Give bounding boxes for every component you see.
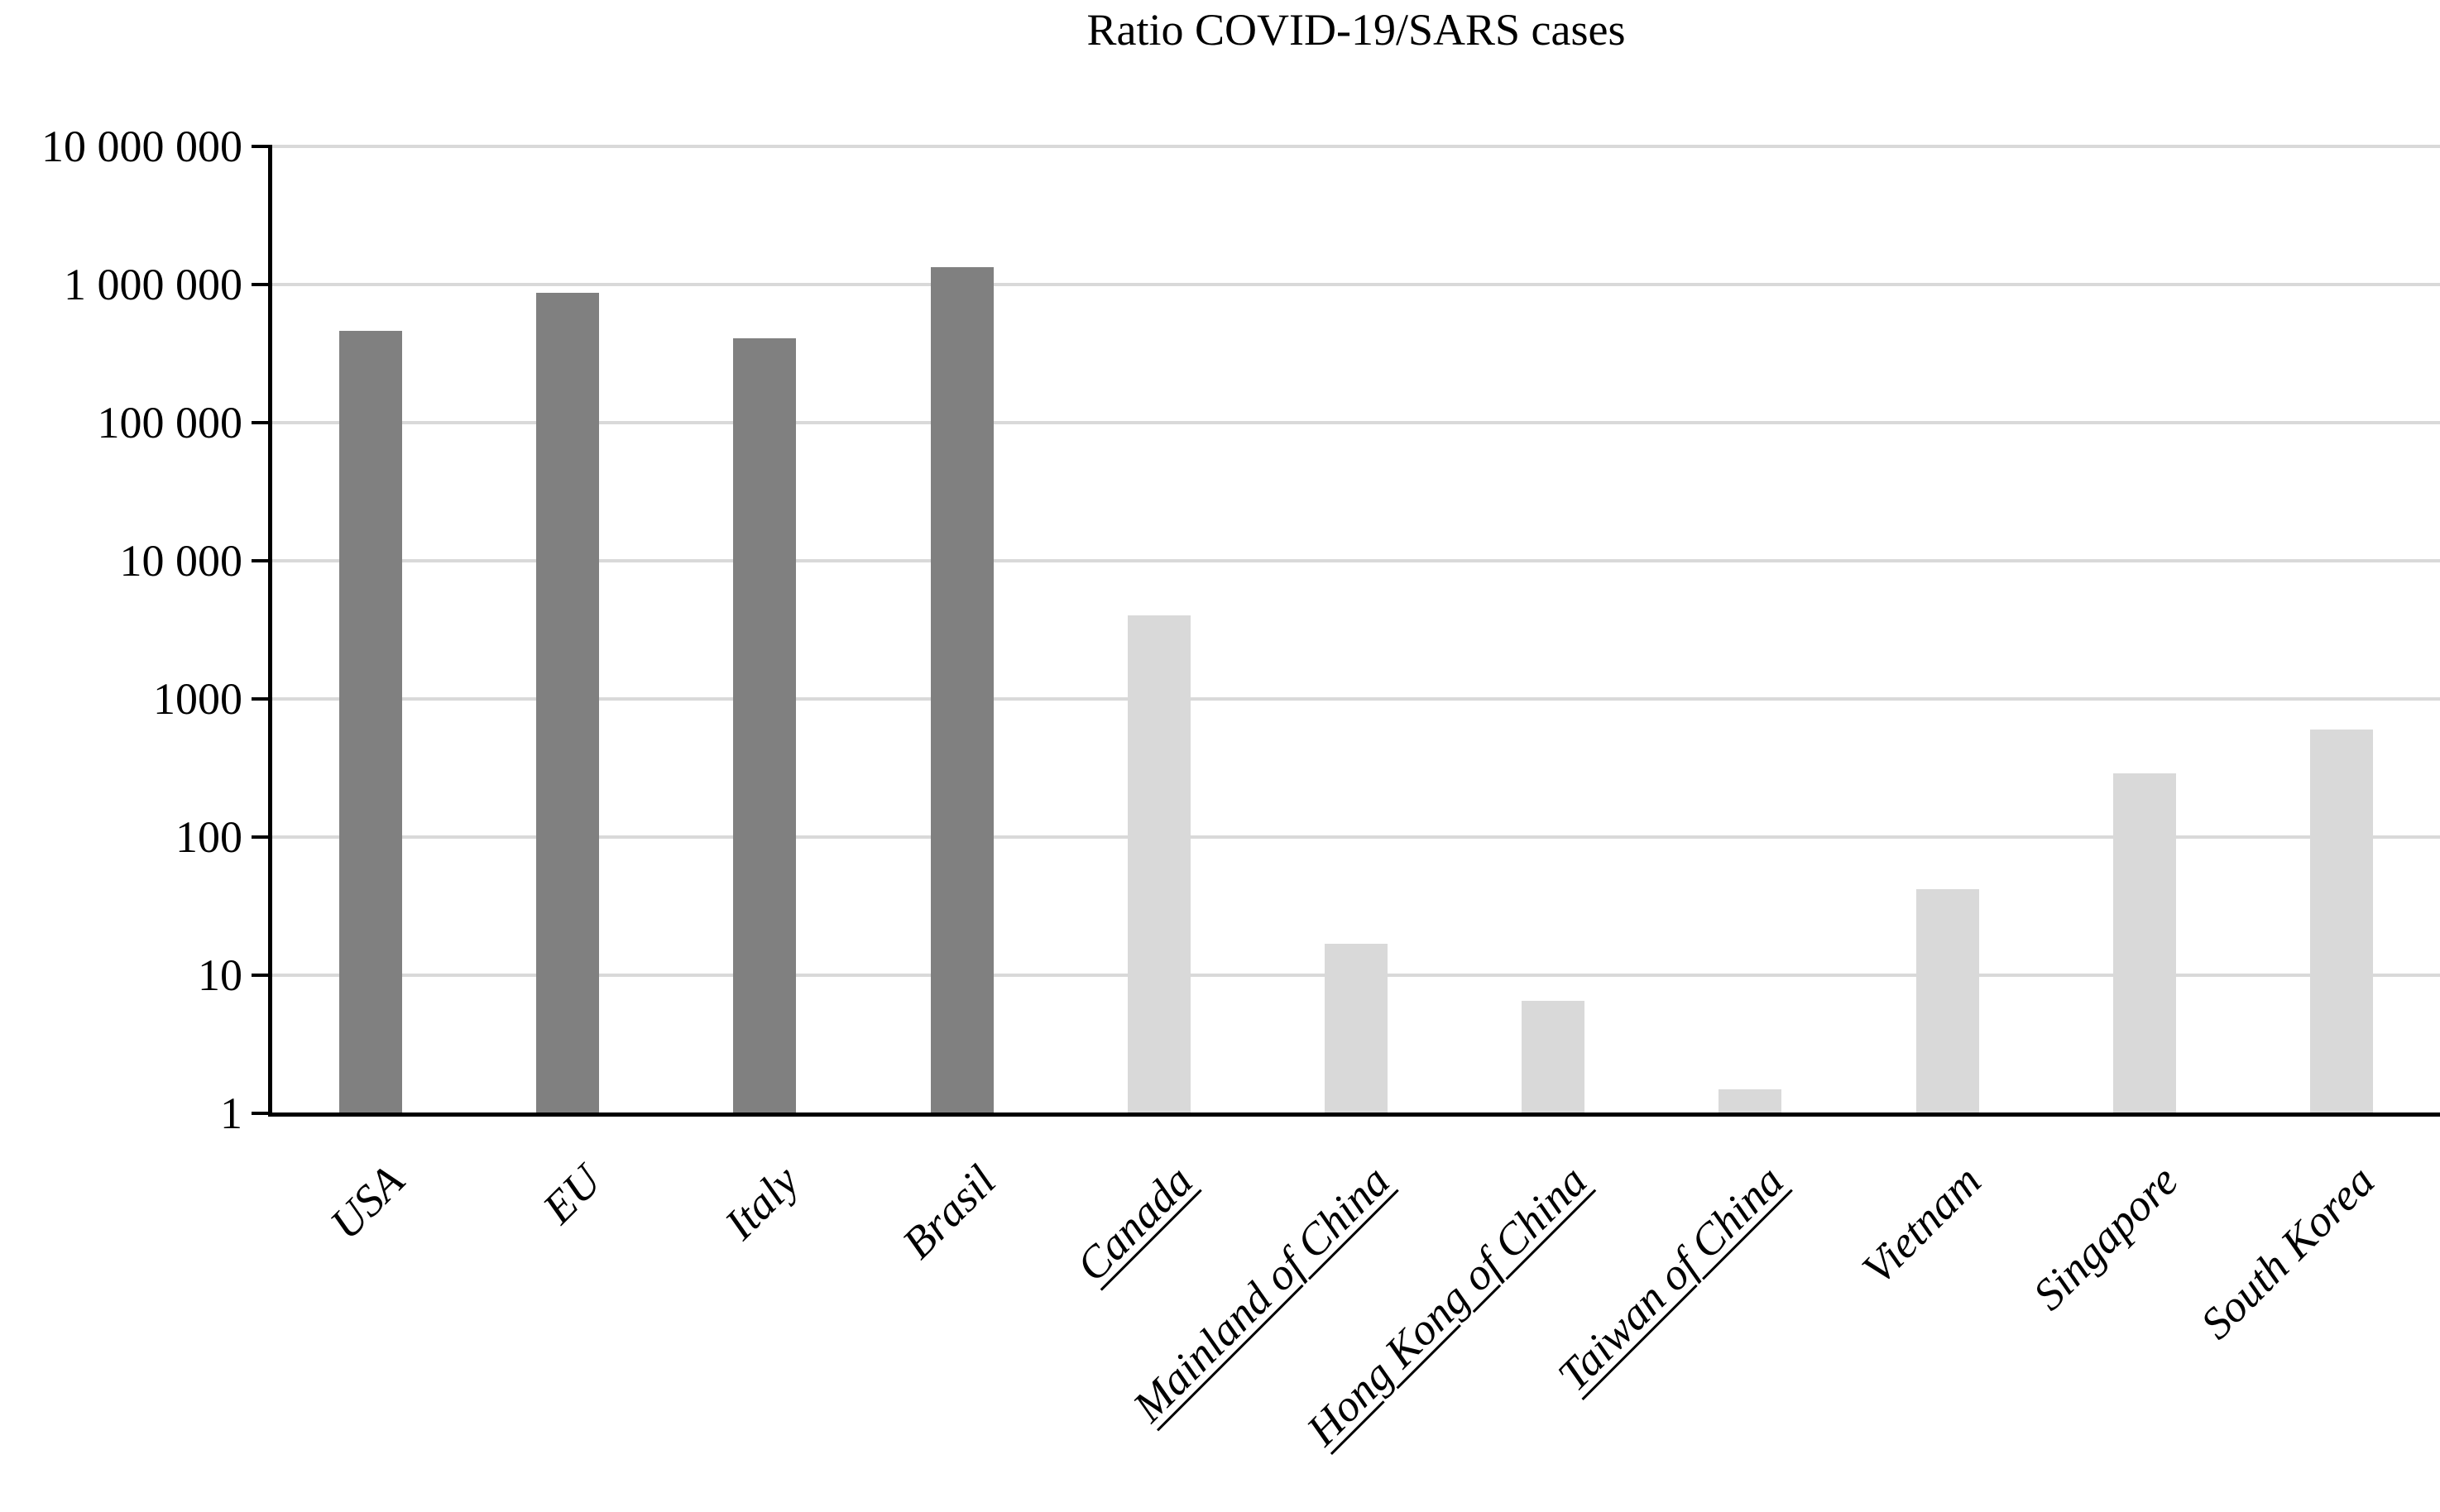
- y-axis-tick: [252, 283, 272, 286]
- x-axis-label-vietnam: Vietnam: [1852, 1156, 1991, 1294]
- bar-south-korea: [2309, 730, 2373, 1113]
- x-axis-label-eu: EU: [533, 1156, 611, 1233]
- x-axis-label-singapore: Singapore: [2023, 1156, 2188, 1320]
- bar-usa: [339, 331, 403, 1113]
- y-axis-tick-label: 10 000 000: [41, 122, 242, 171]
- chart-title: Ratio COVID-19/SARS cases: [1086, 5, 1626, 55]
- bar-taiwan-of-china: [1719, 1089, 1782, 1113]
- y-axis-tick-label: 10: [198, 950, 242, 1000]
- gridline: [272, 697, 2440, 701]
- bar-singapore: [2112, 773, 2176, 1113]
- y-axis-tick-label: 100 000: [97, 398, 243, 447]
- y-axis-tick-label: 10 000: [119, 536, 243, 586]
- y-axis-tick: [252, 145, 272, 148]
- gridline: [272, 835, 2440, 839]
- x-axis-label-italy: Italy: [714, 1156, 808, 1249]
- gridline: [272, 283, 2440, 286]
- y-axis-tick-label: 1 000 000: [64, 260, 242, 309]
- y-axis-tick-label: 1: [220, 1089, 242, 1138]
- y-axis-tick: [252, 559, 272, 562]
- x-axis-label-canada: Canada: [1067, 1156, 1202, 1291]
- y-axis-tick: [252, 1112, 272, 1115]
- x-axis-label-usa: USA: [320, 1156, 414, 1249]
- y-axis-tick-label: 1000: [153, 674, 242, 724]
- x-axis-label-brasil: Brasil: [892, 1156, 1005, 1269]
- y-axis-tick: [252, 835, 272, 839]
- bar-italy: [733, 337, 797, 1113]
- bar-eu: [536, 293, 600, 1113]
- bar-brasil: [930, 267, 994, 1113]
- bar-canada: [1127, 615, 1191, 1113]
- bar-hong-kong-of-china: [1522, 1001, 1585, 1113]
- y-axis-tick-label: 100: [175, 812, 242, 862]
- gridline: [272, 421, 2440, 424]
- y-axis-tick: [252, 697, 272, 701]
- x-axis-line: [268, 1112, 2440, 1117]
- y-axis-tick: [252, 974, 272, 977]
- x-axis-label-south-korea: South Korea: [2191, 1156, 2385, 1349]
- gridline: [272, 559, 2440, 562]
- bar-mainland-of-china: [1325, 943, 1388, 1113]
- y-axis-tick: [252, 421, 272, 424]
- bar-vietnam: [1915, 888, 1979, 1113]
- y-axis-line: [268, 146, 272, 1117]
- gridline: [272, 145, 2440, 148]
